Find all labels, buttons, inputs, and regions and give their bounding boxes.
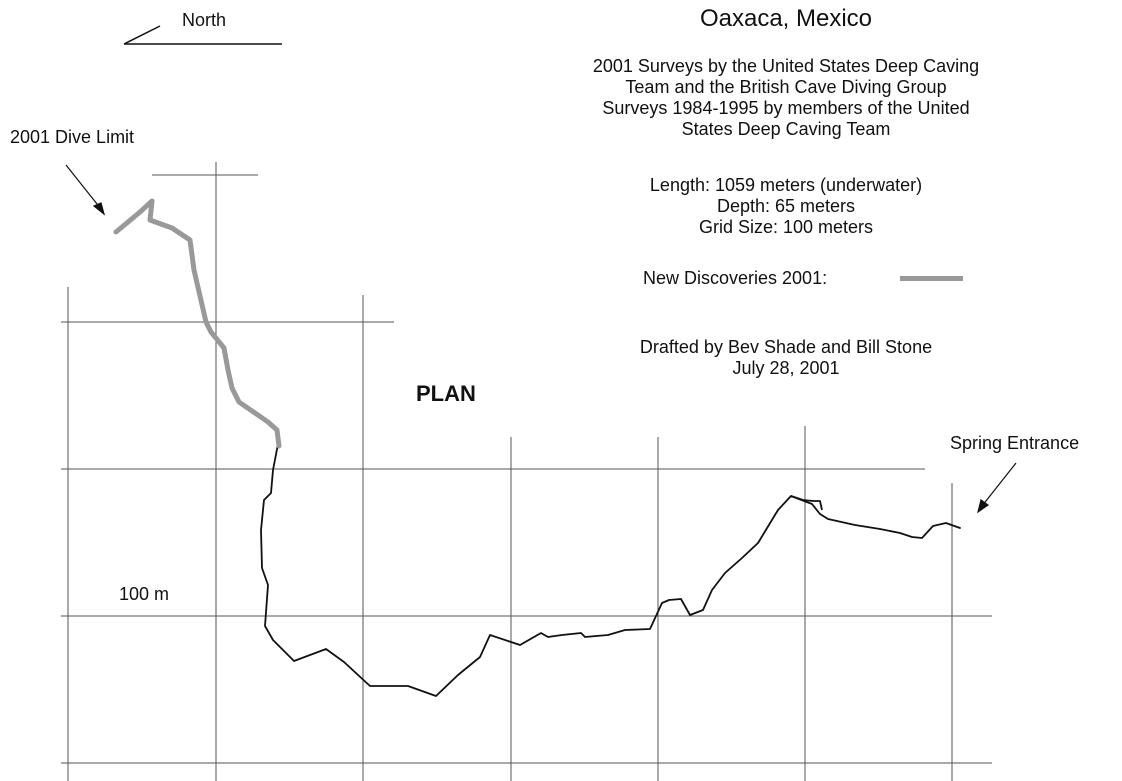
survey-credits: 2001 Surveys by the United States Deep C… [520,56,1052,140]
survey-line-1984-1995 [260,443,961,697]
legend-swatch [900,276,963,281]
survey-line-side-passage [790,495,823,511]
spring-entrance-arrow-icon [977,498,990,514]
credits-line: Team and the British Cave Diving Group [625,77,947,97]
stats-depth: Depth: 65 meters [716,196,856,216]
drafted-date: July 28, 2001 [732,358,840,378]
cave-statistics: Length: 1059 meters (underwater) Depth: … [520,175,1052,238]
survey-line-new-discoveries-2001 [113,198,282,449]
dive-limit-arrow-icon [92,202,106,216]
legend-label: New Discoveries 2001: [643,268,828,288]
stats-length: Length: 1059 meters (underwater) [649,175,923,195]
dive-limit-arrow-shaft [65,164,102,210]
spring-entrance-label: Spring Entrance [950,433,1080,453]
north-arrow-icon [123,25,282,45]
map-title: Oaxaca, Mexico [699,5,873,32]
callout-arrows [65,164,1017,514]
stats-grid-size: Grid Size: 100 meters [698,217,874,237]
drafted-authors: Drafted by Bev Shade and Bill Stone [639,337,933,357]
credits-line: States Deep Caving Team [681,119,891,139]
view-label: PLAN [416,381,476,406]
north-label: North [182,10,227,30]
dive-limit-label: 2001 Dive Limit [10,127,135,147]
survey-grid [61,162,992,781]
north-arrow-head [123,25,161,45]
scale-label: 100 m [119,584,170,604]
spring-entrance-arrow-shaft [981,462,1017,507]
credits-line: 2001 Surveys by the United States Deep C… [592,56,980,76]
drafted-by: Drafted by Bev Shade and Bill Stone July… [520,337,1052,379]
credits-line: Surveys 1984-1995 by members of the Unit… [602,98,970,118]
